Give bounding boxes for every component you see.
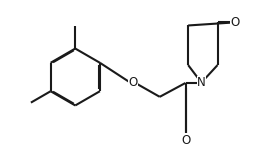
Text: O: O bbox=[128, 76, 138, 89]
Text: O: O bbox=[231, 16, 240, 29]
Text: N: N bbox=[197, 76, 206, 89]
Text: O: O bbox=[181, 134, 190, 147]
